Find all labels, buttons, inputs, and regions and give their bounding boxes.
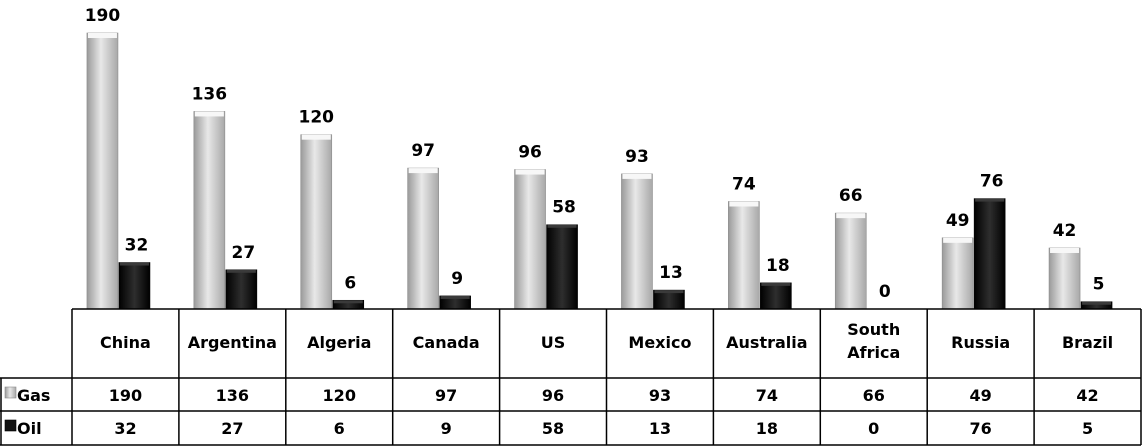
- oil-value-label: 76: [980, 172, 1004, 192]
- gas-value-label: 74: [732, 175, 756, 195]
- oil-table-cell: 6: [334, 419, 345, 438]
- oil-bar-bevel: [975, 198, 1005, 202]
- oil-bar-bevel: [226, 269, 256, 273]
- gas-bar-bevel: [943, 237, 973, 243]
- oil-bar: [760, 282, 792, 310]
- gas-table-cell: 42: [1076, 386, 1098, 405]
- gas-value-label: 93: [625, 147, 649, 167]
- oil-table-cell: 32: [114, 419, 136, 438]
- gas-table-cell: 97: [435, 386, 457, 405]
- oil-table-cell: 76: [970, 419, 992, 438]
- category-label: Brazil: [1062, 333, 1113, 352]
- oil-bar: [546, 224, 578, 310]
- oil-table-cell: 9: [441, 419, 452, 438]
- gas-bar-bevel: [301, 134, 331, 140]
- category-label: Algeria: [307, 333, 371, 352]
- oil-bar-bevel: [119, 262, 149, 266]
- gas-bar-bevel: [622, 173, 652, 179]
- oil-value-label: 0: [879, 282, 891, 302]
- gas-table-cell: 120: [323, 386, 356, 405]
- oil-value-label: 58: [552, 198, 576, 218]
- gas-bar: [193, 111, 226, 310]
- category-label: Russia: [951, 333, 1010, 352]
- category-label: US: [541, 333, 566, 352]
- oil-value-label: 9: [451, 269, 463, 289]
- gas-bar: [407, 167, 439, 310]
- oil-bar-bevel: [440, 295, 470, 299]
- bars-group: 190 32 136 27 120 6 97 9 96 58 93 13 74 18 66 0 49 76 42 5: [85, 6, 1113, 310]
- gas-bar-bevel: [836, 213, 866, 219]
- gas-value-label: 190: [85, 6, 121, 26]
- oil-table-cell: 18: [756, 419, 778, 438]
- gas-bar: [728, 201, 760, 310]
- gas-value-label: 136: [192, 84, 228, 104]
- gas-bar: [86, 32, 119, 310]
- gas-legend-label: Gas: [17, 386, 50, 405]
- gas-bar-bevel: [515, 169, 545, 175]
- gas-value-label: 42: [1053, 221, 1077, 241]
- oil-bar: [118, 262, 151, 310]
- oil-value-label: 5: [1093, 275, 1105, 295]
- gas-bar-bevel: [194, 111, 224, 117]
- oil-bar: [225, 269, 258, 310]
- gas-bar-bevel: [408, 168, 438, 174]
- gas-table-cell: 136: [216, 386, 249, 405]
- gas-value-label: 97: [411, 141, 435, 161]
- oil-value-label: 27: [232, 243, 256, 263]
- category-label: Argentina: [188, 333, 277, 352]
- gas-table-cell: 49: [970, 386, 992, 405]
- gas-bar-bevel: [1050, 247, 1080, 253]
- gas-bar: [514, 169, 546, 310]
- oil-value-label: 32: [125, 236, 149, 256]
- category-label: South Africa: [847, 320, 900, 362]
- gas-bar: [834, 212, 867, 310]
- data-table: China 190 32 Argentina 136 27 Algeria 120 6 Canad…: [0, 308, 1142, 446]
- gas-value-label: 120: [299, 108, 335, 128]
- category-label: Canada: [413, 333, 480, 352]
- gas-table-cell: 66: [863, 386, 885, 405]
- oil-bar: [973, 198, 1006, 310]
- gas-value-label: 96: [518, 143, 542, 163]
- gas-bar: [1048, 247, 1081, 310]
- gas-table-cell: 74: [756, 386, 778, 405]
- oil-legend-label: Oil: [17, 419, 42, 438]
- gas-bar: [300, 134, 333, 310]
- oil-table-cell: 13: [649, 419, 671, 438]
- gas-value-label: 66: [839, 186, 863, 206]
- oil-bar-bevel: [333, 300, 363, 304]
- gas-bar: [941, 237, 974, 310]
- gas-table-cell: 93: [649, 386, 671, 405]
- gas-value-label: 49: [946, 211, 970, 231]
- oil-table-cell: 0: [868, 419, 879, 438]
- oil-table-cell: 5: [1082, 419, 1093, 438]
- oil-value-label: 18: [766, 256, 790, 276]
- oil-bar-bevel: [1082, 301, 1112, 305]
- oil-bar-bevel: [547, 224, 577, 228]
- gas-bar-bevel: [87, 33, 117, 38]
- gas-bar-bevel: [729, 201, 759, 207]
- category-label: Mexico: [628, 333, 691, 352]
- category-label: Australia: [726, 333, 807, 352]
- oil-bar-bevel: [761, 282, 791, 286]
- oil-table-cell: 58: [542, 419, 564, 438]
- gas-table-cell: 190: [109, 386, 142, 405]
- oil-value-label: 13: [659, 263, 683, 283]
- oil-legend-swatch: [4, 419, 17, 432]
- gas-table-cell: 96: [542, 386, 564, 405]
- oil-table-cell: 27: [221, 419, 243, 438]
- category-label: China: [100, 333, 151, 352]
- gas-bar: [621, 173, 653, 310]
- gas-legend-swatch: [4, 386, 17, 399]
- oil-bar-bevel: [654, 290, 684, 294]
- oil-value-label: 6: [344, 273, 356, 293]
